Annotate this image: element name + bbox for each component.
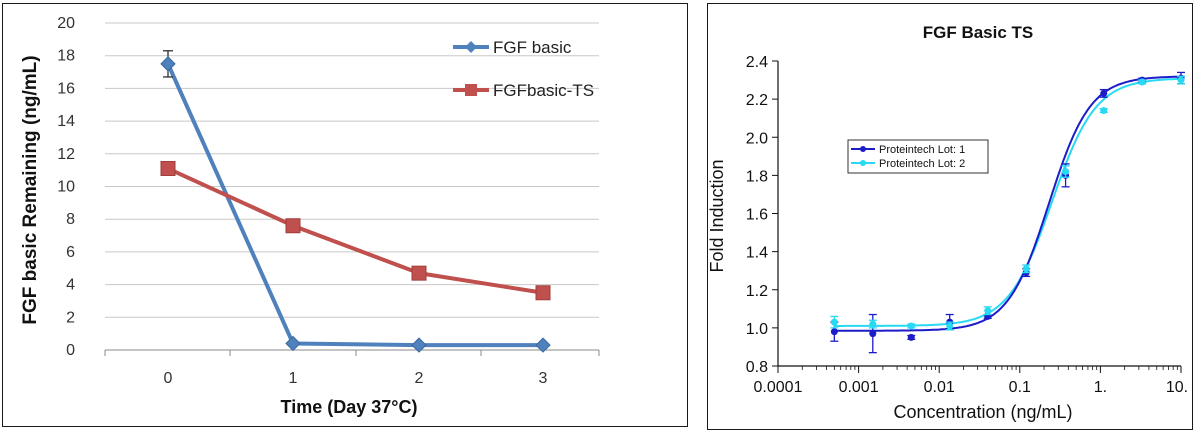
series-line-fgf-basic [166,63,543,348]
y-tick-label: 20 [57,15,75,32]
x-tick-label: 3 [539,370,548,387]
legend-box [847,139,989,174]
data-point-lot-1 [869,330,877,338]
y-axis-label: FGF basic Remaining (ng/mL) [20,55,41,324]
data-point-fgf-basic [285,335,301,352]
x-tick-label: 0.001 [839,379,879,396]
legend-marker [465,41,477,53]
data-point-fgfbasic-ts [160,161,176,177]
x-tick-label: 1 [289,370,298,387]
data-point-fgfbasic-ts [285,218,301,234]
data-point-fgfbasic-ts [411,265,427,281]
y-tick-label: 0.8 [746,359,768,376]
x-tick-label: 10. [1166,379,1188,396]
y-tick-label: 2.2 [746,92,768,109]
legend-label: Proteintech Lot: 1 [879,144,965,156]
legend-label: FGF basic [493,38,572,57]
data-point-lot-1 [1100,89,1108,97]
y-tick-label: 6 [66,244,75,261]
y-tick-label: 1.2 [746,283,768,300]
fit-curve-lot-2 [834,77,1182,327]
y-tick-label: 10 [57,179,75,196]
right-chart-panel: FGF Basic TS 0.8 1.0 1.2 1.4 1.6 1.8 2.0 2.2 2.4 0… [707,3,1193,430]
y-tick-label: 18 [57,48,75,65]
series-line-fgfbasic-ts [167,166,544,295]
data-point-lot-2 [907,322,915,330]
x-axis-label: Time (Day 37°C) [281,397,418,417]
y-tick-label: 2 [66,309,75,326]
data-point-lot-1 [907,333,915,341]
legend-marker [465,84,477,96]
legend-marker [860,160,866,166]
y-tick-label: 0 [66,342,75,359]
y-tick-label: 1.6 [746,207,768,224]
x-tick-label: 0.0001 [754,379,803,396]
y-tick-label: 1.8 [746,168,768,185]
legend-label: Proteintech Lot: 2 [879,158,965,170]
data-point-lot-2 [1062,168,1070,176]
data-point-fgf-basic [411,337,427,353]
data-point-lot-1 [830,328,838,336]
x-tick-label: 0.01 [924,379,955,396]
x-axis-label: Concentration (ng/mL) [893,402,1072,422]
data-point-lot-2 [1022,265,1030,273]
y-tick-label: 12 [57,146,75,163]
legend-label: FGFbasic-TS [493,81,594,100]
data-point-lot-2 [830,318,838,326]
data-point-lot-2 [1100,107,1108,115]
data-point-fgf-basic [535,337,551,353]
x-tick-label: 0.1 [1009,379,1031,396]
x-tick-label: 0 [164,370,173,387]
y-tick-label: 8 [66,211,75,228]
x-tick-label: 1. [1094,379,1107,396]
y-tick-label: 14 [57,113,75,130]
data-point-fgfbasic-ts [535,285,551,301]
data-point-lot-2 [869,320,877,328]
data-point-fgf-basic [160,56,176,72]
data-point-lot-2 [1177,76,1185,84]
y-tick-label: 2.4 [746,54,768,71]
y-tick-label: 1.4 [746,245,768,262]
legend-marker [860,146,866,152]
chart-title: FGF Basic TS [923,23,1034,42]
fit-curve-lot-1 [834,75,1181,332]
left-chart-panel: 0 2 4 6 8 10 12 14 16 18 20 0 1 2 3 Time (Day 37°C) FGF … [2,3,688,427]
y-axis-label: Fold Induction [707,159,727,272]
right-chart: FGF Basic TS 0.8 1.0 1.2 1.4 1.6 1.8 2.0 2.2 2.4 0… [707,23,1188,422]
data-point-lot-2 [1138,78,1146,86]
data-point-lot-2 [946,322,954,330]
y-tick-label: 2.0 [746,130,768,147]
y-tick-label: 1.0 [746,321,768,338]
data-point-lot-2 [984,307,992,315]
y-tick-label: 16 [57,80,75,97]
y-tick-label: 4 [66,277,75,294]
x-tick-label: 2 [415,370,424,387]
